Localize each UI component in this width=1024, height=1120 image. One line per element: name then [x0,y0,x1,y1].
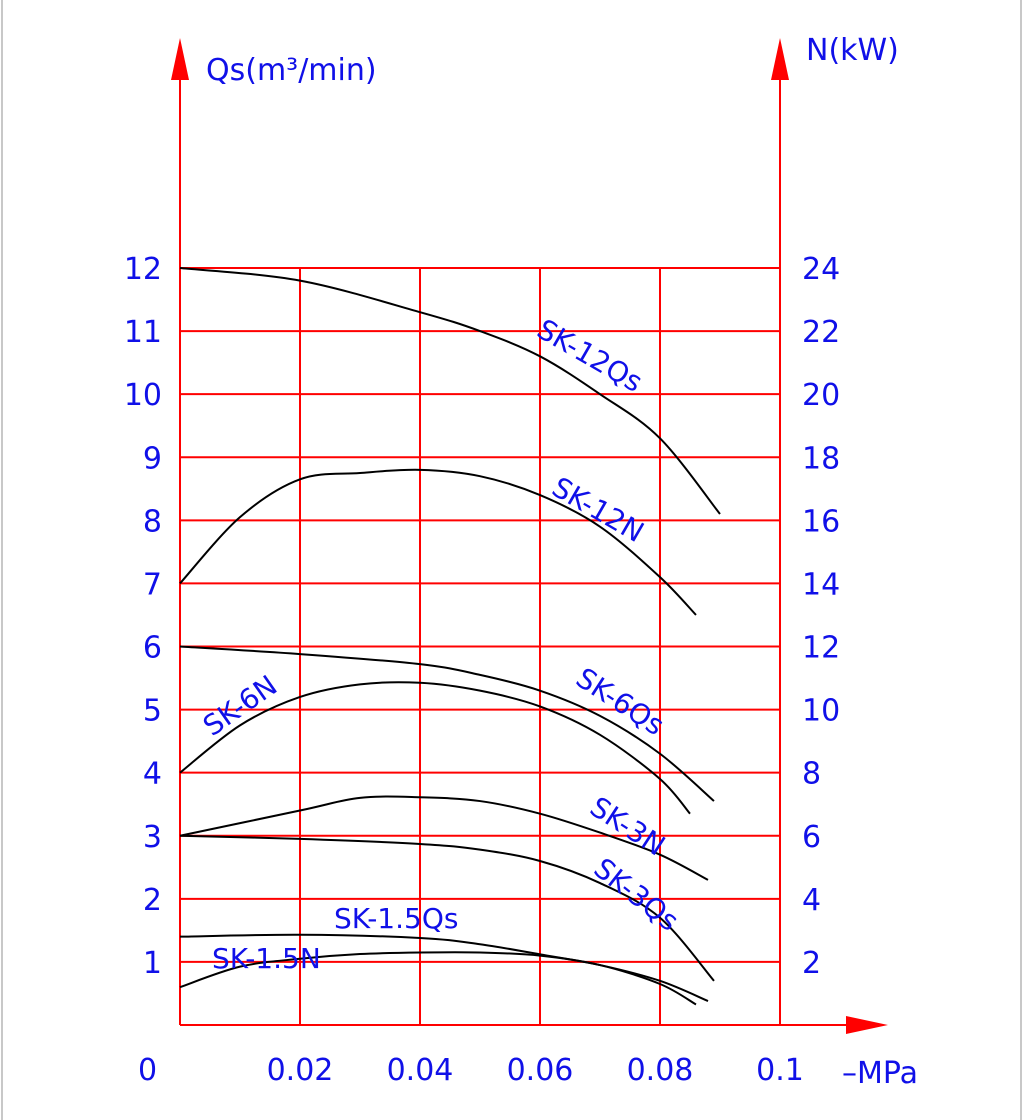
x-axis-arrow [846,1016,888,1034]
curves [179,267,721,1006]
y-left-tick-label: 9 [143,441,162,476]
y-right-tick-label: 24 [802,252,840,287]
x-tick-label: 0.08 [627,1053,694,1088]
y-right-tick-label: 16 [802,504,840,539]
curve-sk-1-5qs [179,933,709,1002]
y-left-tick-label: 4 [143,757,162,792]
series-label-sk-1-5n: SK-1.5N [212,942,321,975]
series-label-sk-6n: SK-6N [197,669,283,743]
curve-labels: SK-12Qs SK-12N SK-6Qs SK-6N SK-3N SK-3Qs… [197,312,685,975]
x-tick-label: 0.02 [267,1053,334,1088]
y-left-tick-label: 6 [143,631,162,666]
curve-sk-3qs [179,834,715,982]
y-left-axis-title: Qs(m³/min) [206,53,377,88]
y-right-tick-label: 8 [802,757,821,792]
y-right-tick-label: 20 [802,378,840,413]
grid-lines [179,55,860,1026]
y-right-tick-label: 6 [802,820,821,855]
series-label-sk-1-5qs: SK-1.5Qs [334,902,458,935]
y-right-tick-label: 14 [802,567,840,602]
series-label-sk-12n: SK-12N [547,470,650,549]
y-right-tick-label: 12 [802,631,840,666]
y-right-tick-label: 4 [802,883,821,918]
y-right-tick-label: 2 [802,946,821,981]
curve-sk-3n [179,795,709,881]
y-right-axis-title: N(kW) [806,33,899,68]
curve-sk-12qs [179,267,721,515]
y-left-tick-label: 5 [143,694,162,729]
y-left-tick-label: 10 [124,378,162,413]
y-left-tick-label: 1 [143,946,162,981]
axes [171,38,888,1034]
series-label-sk-12qs: SK-12Qs [532,312,649,398]
y-left-tick-label: 3 [143,820,162,855]
curve-sk-12n [179,468,697,616]
y-left-tick-label: 12 [124,252,162,287]
curve-sk-1-5n [179,951,697,1006]
x-tick-label: 0.1 [756,1053,804,1088]
x-tick-label: 0.04 [387,1053,454,1088]
y-left-tick-label: 7 [143,567,162,602]
x-tick-label: 0.06 [507,1053,574,1088]
y-left-axis-arrow [171,38,189,80]
y-left-tick-label: 8 [143,504,162,539]
x-axis-title: –MPa [842,1056,918,1091]
tick-labels: Qs(m³/min) N(kW) –MPa 0 1234567891011122… [124,33,918,1091]
y-right-tick-label: 22 [802,315,840,350]
y-right-tick-label: 10 [802,694,840,729]
curve-sk-6n [179,681,691,815]
right-edge-line [1020,0,1022,1120]
origin-tick-label: 0 [138,1053,157,1088]
y-right-axis-arrow [771,38,789,80]
series-label-sk-3qs: SK-3Qs [588,852,685,938]
y-left-tick-label: 11 [124,315,162,350]
y-left-tick-label: 2 [143,883,162,918]
left-edge-line [1,0,3,1120]
curve-sk-6qs [179,645,715,802]
series-label-sk-3n: SK-3N [584,790,671,862]
series-label-sk-6qs: SK-6Qs [570,661,670,742]
y-right-tick-label: 18 [802,441,840,476]
